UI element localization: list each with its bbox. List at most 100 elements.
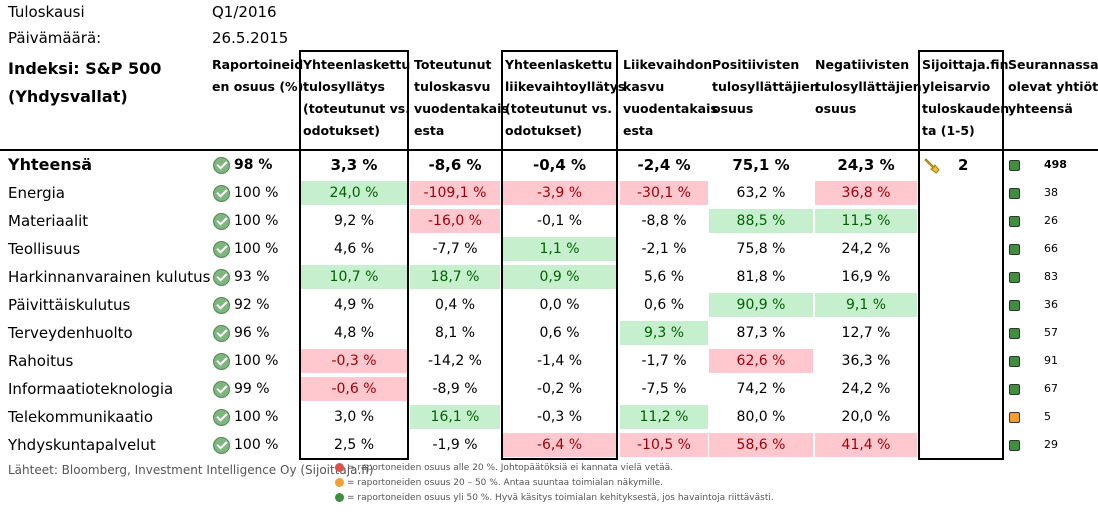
value-eps: 9,2 % [333,213,375,229]
value-positive: 81,8 % [736,269,786,285]
value-growth: 0,4 % [434,297,476,313]
value-negative: 24,3 % [837,156,895,174]
orange-dot-icon [335,478,344,487]
value-rev-surprise: -0,3 % [536,409,583,425]
header-positive-share: Positiivisten tulosyllättäjien osuus [712,57,819,116]
status-dot-icon [1009,384,1020,395]
followed-count: 36 [1044,298,1058,311]
red-dot-icon [335,463,344,472]
value-eps: 10,7 % [300,265,408,289]
value-negative: 36,3 % [841,353,891,369]
value-negative: 24,2 % [841,381,891,397]
date-value: 26.5.2015 [212,29,289,47]
value-rev-surprise: -6,4 % [502,433,617,457]
green-dot-icon [335,493,344,502]
reported-share: 98 % [234,157,273,173]
date-label: Päivämäärä: [8,29,102,47]
status-dot-icon [1009,160,1020,171]
value-negative: 20,0 % [841,409,891,425]
value-positive: 75,8 % [736,241,786,257]
check-icon [213,437,230,454]
value-rev-surprise: -3,9 % [502,181,617,205]
followed-count: 67 [1044,382,1058,395]
status-dot-icon [1009,440,1020,451]
check-icon [213,353,230,370]
reported-share: 93 % [234,269,270,285]
value-rev-growth: -2,1 % [641,241,687,257]
header-reported: Raportoineid en osuus (%) [212,57,304,94]
sector-label: Rahoitus [8,352,74,370]
value-positive: 75,1 % [732,156,790,174]
value-rev-surprise: 0,9 % [502,265,617,289]
header-divider [0,149,1098,151]
value-positive: 87,3 % [736,325,786,341]
value-eps: 4,9 % [333,297,375,313]
box-revenue-surprise [501,50,618,460]
legend-orange: = raportoneiden osuus 20 – 50 %. Antaa s… [335,476,774,491]
followed-count: 57 [1044,326,1058,339]
index-subtitle: (Yhdysvallat) [8,87,128,106]
value-eps: 4,8 % [333,325,375,341]
reported-share: 99 % [234,381,270,397]
value-rev-surprise: 1,1 % [502,237,617,261]
legend: = raportoneiden osuus alle 20 %. Johtopä… [335,461,774,506]
value-growth: -7,7 % [432,241,478,257]
value-rev-growth: -2,4 % [637,156,691,174]
status-dot-icon [1009,328,1020,339]
check-icon [213,381,230,398]
value-eps: 3,3 % [330,156,378,174]
value-negative: 12,7 % [841,325,891,341]
value-negative: 11,5 % [815,209,917,233]
box-eps-surprise [299,50,409,460]
value-growth: -16,0 % [410,209,500,233]
status-dot-icon [1009,412,1020,423]
value-growth: 16,1 % [410,405,500,429]
value-negative: 24,2 % [841,241,891,257]
value-eps: 2,5 % [333,437,375,453]
header-estimate: Sijoittaja.fin yleisarvio tuloskauden ta (… [922,57,1010,138]
season-label: Tuloskausi [8,3,85,21]
value-positive: 62,6 % [709,349,813,373]
value-positive: 90,9 % [709,293,813,317]
followed-count: 38 [1044,186,1058,199]
value-rev-growth: -8,8 % [641,213,687,229]
header-eps-surprise: Yhteenlaskettu tulosyllätys (toteutunut v… [303,57,411,138]
check-icon [213,409,230,426]
sector-label: Energia [8,184,65,202]
value-negative: 41,4 % [815,433,917,457]
pointing-hand-icon [923,157,941,179]
value-growth: 18,7 % [410,265,500,289]
value-negative: 16,9 % [841,269,891,285]
index-title: Indeksi: S&P 500 [8,59,162,78]
sector-label: Harkinnanvarainen kulutus [8,268,211,286]
check-icon [213,241,230,258]
sector-label: Teollisuus [8,240,81,258]
value-rev-surprise: 0,0 % [539,297,580,313]
value-positive: 58,6 % [709,433,813,457]
value-rev-growth: 0,6 % [643,297,685,313]
status-dot-icon [1009,216,1020,227]
value-growth: -109,1 % [410,181,500,205]
legend-red: = raportoneiden osuus alle 20 %. Johtopä… [335,461,774,476]
check-icon [213,213,230,230]
followed-count: 29 [1044,438,1058,451]
value-growth: -1,9 % [432,437,478,453]
reported-share: 100 % [234,353,279,369]
reported-share: 100 % [234,409,279,425]
sector-label: Terveydenhuolto [8,324,133,342]
header-revenue-growth: Liikevaihdon kasvu vuodentakais esta [623,57,718,138]
header-negative-share: Negatiivisten tulosyllättäjien osuus [815,57,922,116]
header-eps-growth: Toteutunut tuloskasvu vuodentakais esta [414,57,509,138]
header-revenue-surprise: Yhteenlaskettu liikevaihtoyllätys (toteut… [505,57,626,138]
check-icon [213,269,230,286]
status-dot-icon [1009,300,1020,311]
value-positive: 74,2 % [736,381,786,397]
status-dot-icon [1009,188,1020,199]
check-icon [213,297,230,314]
value-growth: 8,1 % [434,325,476,341]
check-icon [213,325,230,342]
sector-label: Telekommunikaatio [8,408,154,426]
value-rev-growth: -10,5 % [620,433,708,457]
legend-green: = raportoneiden osuus yli 50 %. Hyvä käs… [335,491,774,506]
reported-share: 100 % [234,185,279,201]
